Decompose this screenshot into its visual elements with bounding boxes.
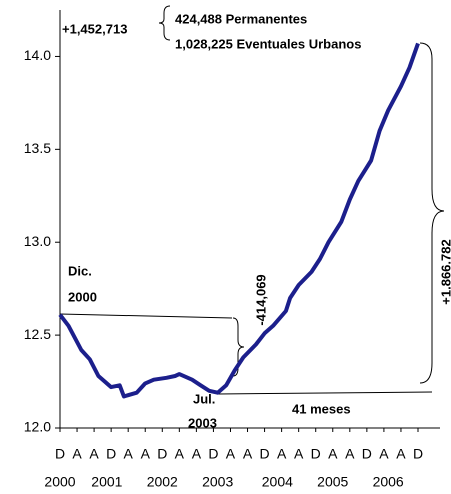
annotation: 2000 bbox=[68, 289, 97, 304]
x-tick-label: D bbox=[311, 446, 321, 462]
y-tick-label: 12.5 bbox=[24, 326, 51, 342]
x-tick-label: A bbox=[192, 446, 202, 462]
annotation: Jul. bbox=[193, 391, 215, 406]
brace-right bbox=[419, 42, 445, 384]
x-tick-label: A bbox=[175, 446, 185, 462]
y-tick-label: 12.0 bbox=[24, 419, 51, 435]
x-tick-label: A bbox=[72, 446, 82, 462]
x-tick-label: D bbox=[106, 446, 116, 462]
x-tick-label: A bbox=[294, 446, 304, 462]
x-tick-label: A bbox=[345, 446, 355, 462]
x-tick-label: D bbox=[55, 446, 65, 462]
x-tick-label: A bbox=[226, 446, 236, 462]
x-tick-label: D bbox=[260, 446, 270, 462]
annotation: 1,028,225 Eventuales Urbanos bbox=[175, 36, 361, 51]
guide-line-2 bbox=[217, 391, 433, 395]
x-tick-label: D bbox=[208, 446, 218, 462]
annotation: 2003 bbox=[188, 415, 217, 430]
annotation: -414,069 bbox=[253, 274, 268, 325]
annotation: 424,488 Permanentes bbox=[175, 11, 307, 26]
annotation: 41 meses bbox=[292, 401, 351, 416]
x-tick-label: A bbox=[328, 446, 338, 462]
x-tick-label: A bbox=[396, 446, 406, 462]
line-series bbox=[58, 42, 420, 399]
annotation: +1.866.782 bbox=[438, 239, 451, 304]
year-label: 2003 bbox=[202, 474, 233, 490]
year-label: 2004 bbox=[262, 474, 293, 490]
x-tick-label: D bbox=[157, 446, 167, 462]
brace-top bbox=[158, 5, 171, 41]
x-tick-label: A bbox=[89, 446, 99, 462]
brace-mid bbox=[232, 317, 245, 377]
annotation-shapes bbox=[59, 5, 445, 395]
annotation: +1,452,713 bbox=[62, 21, 127, 36]
x-tick-label: A bbox=[141, 446, 151, 462]
y-tick-label: 13.0 bbox=[24, 233, 51, 249]
guide-line bbox=[59, 313, 233, 319]
year-label: 2006 bbox=[373, 474, 404, 490]
x-tick-label: A bbox=[277, 446, 287, 462]
x-tick-label: D bbox=[362, 446, 372, 462]
year-label: 2005 bbox=[317, 474, 348, 490]
x-tick-label: A bbox=[243, 446, 253, 462]
x-tick-label: A bbox=[124, 446, 134, 462]
year-label: 2002 bbox=[147, 474, 178, 490]
year-label: 2000 bbox=[44, 474, 75, 490]
annotation: Dic. bbox=[68, 263, 92, 278]
y-tick-label: 14.0 bbox=[24, 47, 51, 63]
y-tick-label: 13.5 bbox=[24, 140, 51, 156]
year-label: 2001 bbox=[91, 474, 122, 490]
x-tick-label: A bbox=[379, 446, 389, 462]
x-tick-label: D bbox=[413, 446, 423, 462]
